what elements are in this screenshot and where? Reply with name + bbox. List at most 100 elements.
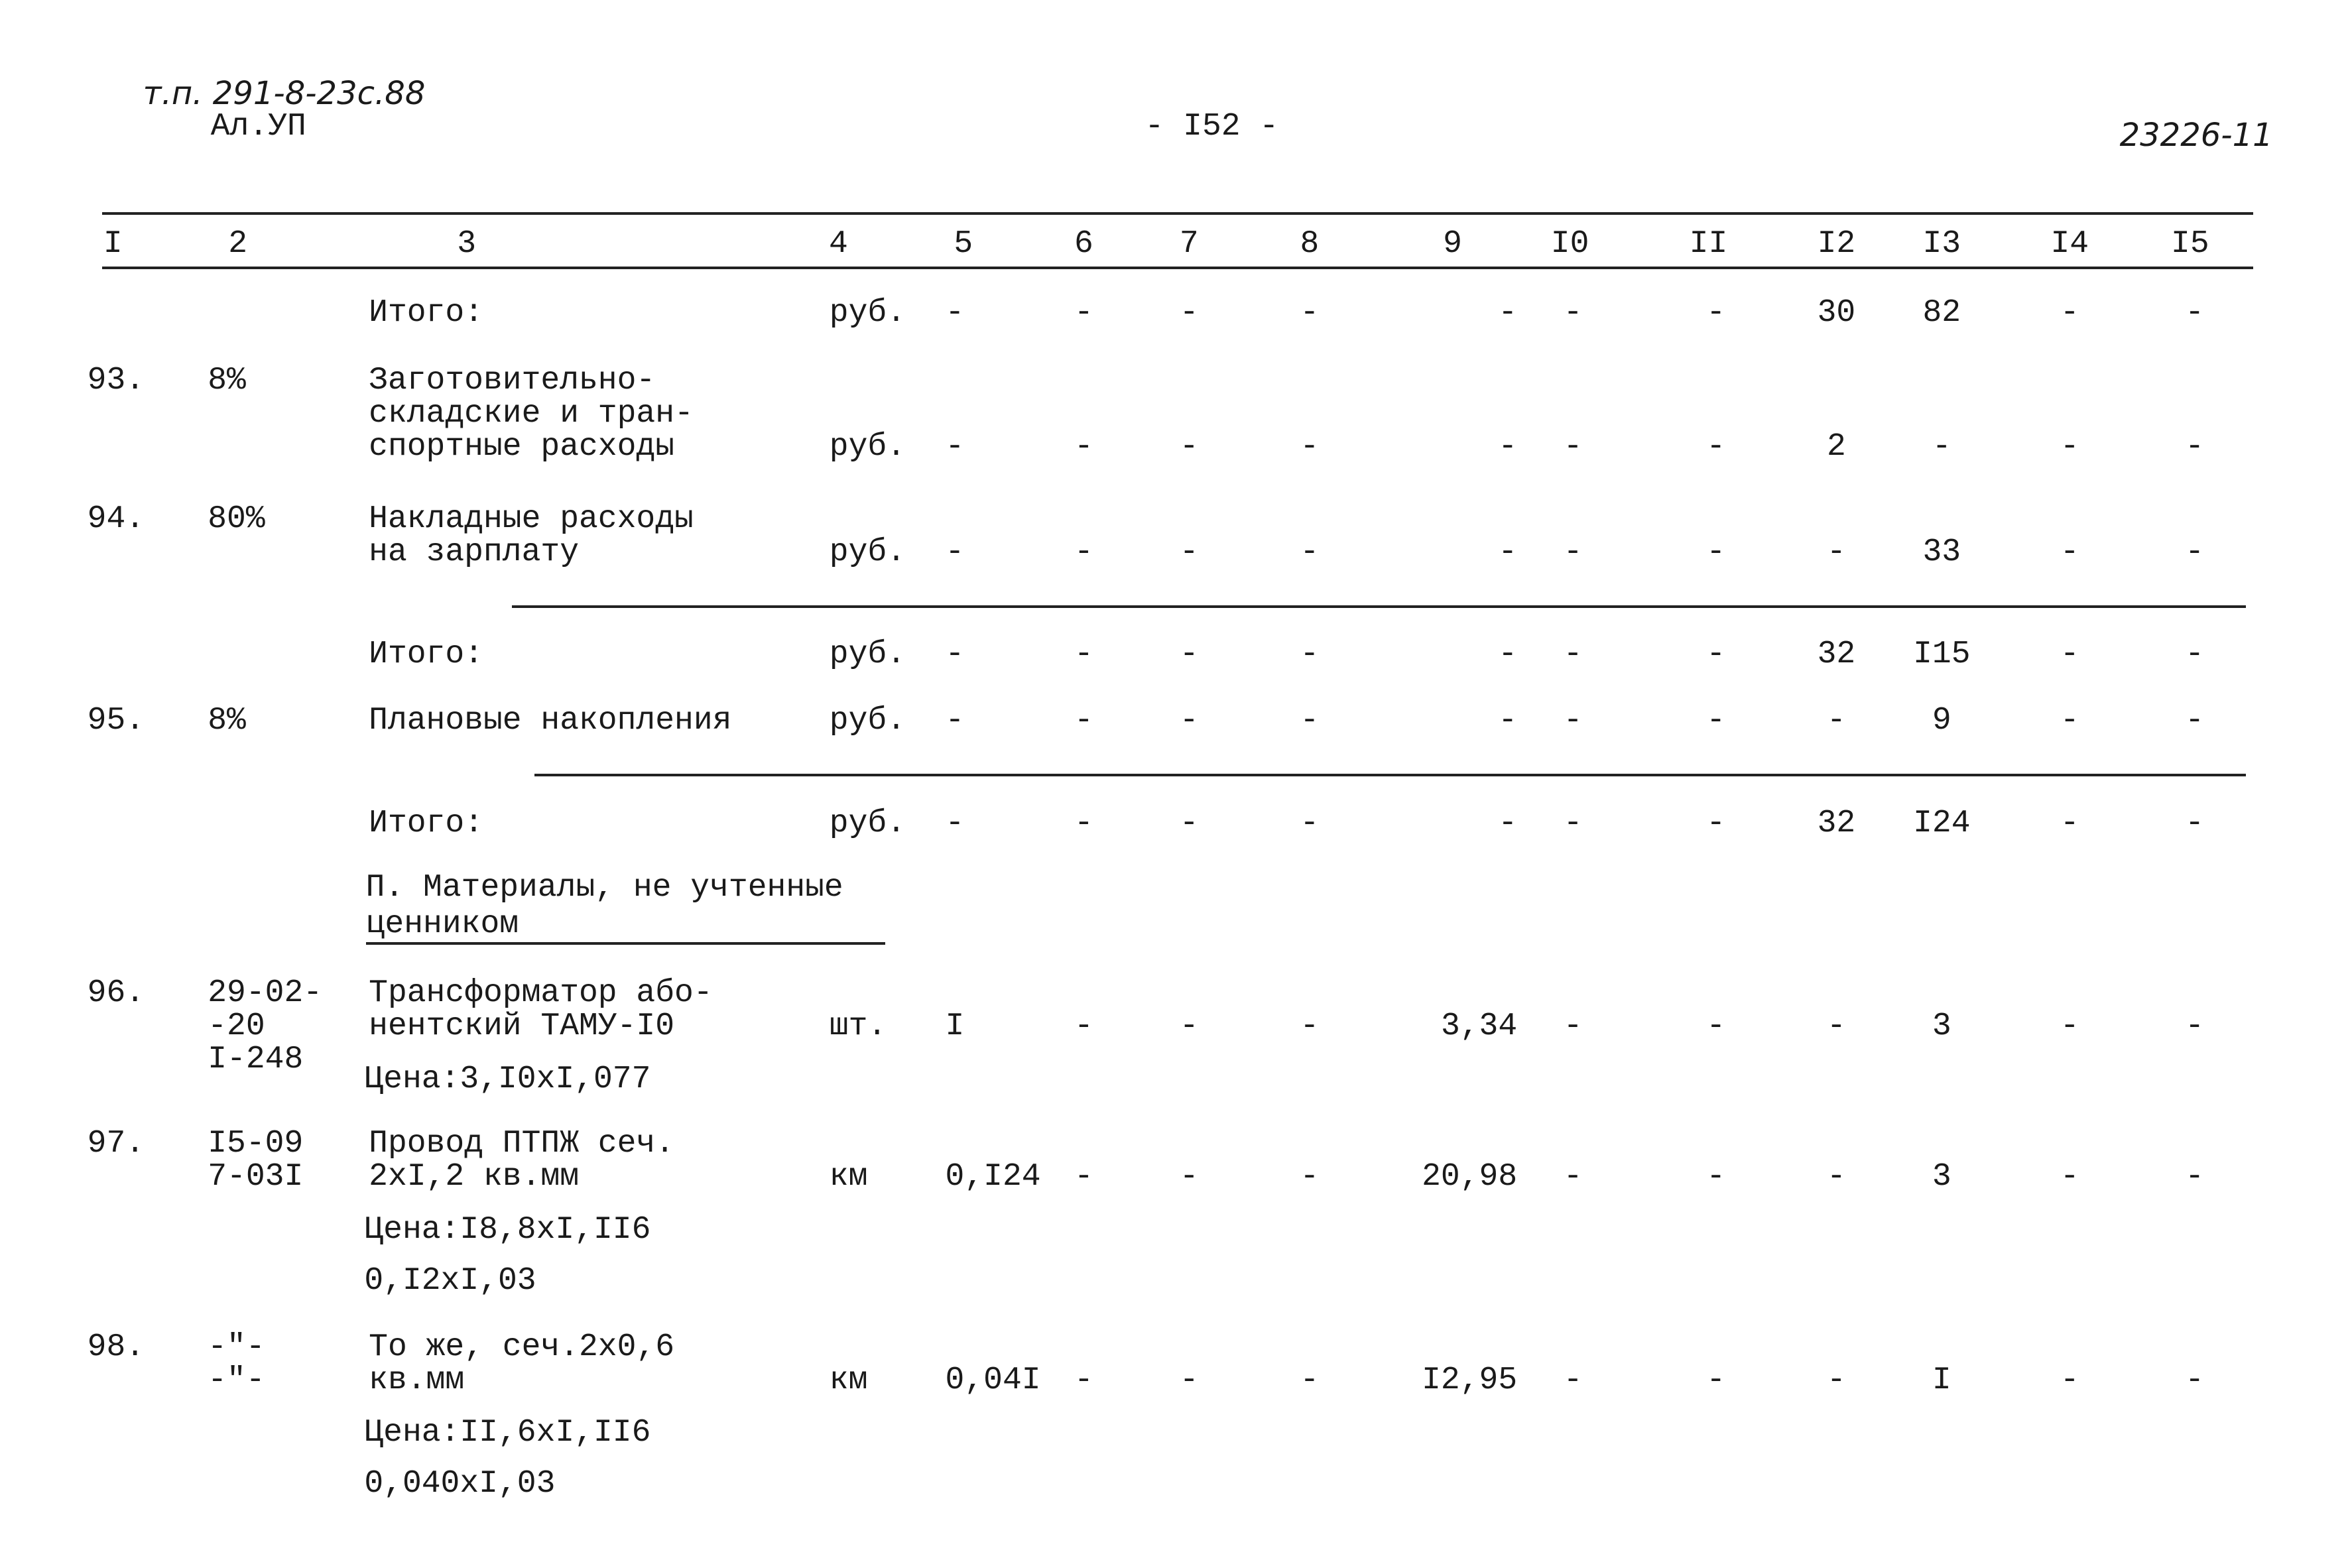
column-header: 3: [457, 225, 477, 262]
cell: -: [1563, 703, 1583, 739]
cell: -: [1563, 1008, 1583, 1045]
cell: -: [2060, 295, 2079, 332]
column-header: II: [1689, 225, 1728, 262]
rule: [102, 266, 2254, 269]
album: Ал.УП: [210, 108, 306, 145]
unit: руб.: [829, 805, 906, 841]
cell: -: [1179, 295, 1199, 332]
cell: -: [1498, 805, 1518, 841]
cell: -: [945, 295, 965, 332]
cell: -: [2185, 805, 2205, 841]
rule: [534, 773, 2246, 776]
cell: -: [1706, 534, 1726, 571]
cell: -: [1074, 534, 1093, 571]
column-header: I4: [2050, 225, 2089, 262]
code: I-248: [208, 1042, 304, 1078]
cell: -: [2185, 1362, 2205, 1398]
cell: -: [2185, 429, 2205, 465]
item-name: Провод ПТПЖ сеч.: [369, 1126, 675, 1162]
cell: -: [1826, 534, 1846, 571]
cell: -: [1179, 534, 1199, 571]
cell: 0,I24: [945, 1159, 1041, 1195]
column-header: I: [103, 225, 123, 262]
cell: -: [1706, 703, 1726, 739]
cell: -: [945, 636, 965, 673]
row-number: 97.: [87, 1126, 145, 1162]
unit: шт.: [829, 1008, 887, 1045]
cell: -: [1706, 636, 1726, 673]
cell: -: [2060, 703, 2079, 739]
cell: -: [1179, 636, 1199, 673]
column-header: 9: [1443, 225, 1462, 262]
cell: -: [1074, 703, 1093, 739]
rule: [511, 605, 2246, 608]
cell: -: [2185, 636, 2205, 673]
cell: -: [2185, 703, 2205, 739]
cell: -: [1074, 1159, 1093, 1195]
unit: км: [829, 1159, 868, 1195]
row-number: 93.: [87, 363, 145, 399]
cell: -: [2060, 636, 2079, 673]
column-header: I5: [2171, 225, 2209, 262]
page-number: - I52 -: [1144, 108, 1279, 145]
item-name: складские и тран-: [369, 396, 694, 432]
cell: I2,95: [1422, 1362, 1518, 1398]
code: 7-03I: [208, 1159, 304, 1195]
item-name: спортные расходы: [369, 429, 675, 465]
rule: [365, 942, 885, 945]
code: 29-02-: [208, 975, 323, 1012]
item-name: Итого:: [369, 636, 483, 673]
row-number: 98.: [87, 1329, 145, 1365]
cell: -: [1179, 1159, 1199, 1195]
cell: -: [1179, 805, 1199, 841]
cell: 3: [1932, 1008, 1951, 1045]
cell: 20,98: [1422, 1159, 1518, 1195]
item-name: кв.мм: [369, 1362, 465, 1398]
cell: -: [1300, 636, 1320, 673]
cell: 3,34: [1440, 1008, 1518, 1045]
archive-number: 23226-11: [2119, 117, 2273, 154]
cell: -: [1074, 1008, 1093, 1045]
cell: -: [2185, 1159, 2205, 1195]
cell: I: [945, 1008, 965, 1045]
cell: -: [1563, 429, 1583, 465]
item-name: нентский ТАМУ-I0: [369, 1008, 675, 1045]
code: -"-: [208, 1329, 265, 1365]
rule: [102, 212, 2254, 215]
column-header: 2: [228, 225, 248, 262]
cell: -: [2185, 1008, 2205, 1045]
cell: -: [2060, 1362, 2079, 1398]
column-header: 5: [954, 225, 973, 262]
section-title: П. Материалы, не учтенные: [365, 870, 843, 906]
row-number: 94.: [87, 501, 145, 538]
cell: 30: [1817, 295, 1856, 332]
cell: -: [1826, 1008, 1846, 1045]
code: -"-: [208, 1362, 265, 1398]
cell: -: [1179, 1362, 1199, 1398]
price-note: Цена:II,6хI,II6: [364, 1415, 651, 1451]
price-note: 0,I2хI,03: [364, 1262, 536, 1299]
cell: -: [1826, 703, 1846, 739]
item-name: Трансформатор або-: [369, 975, 713, 1012]
cell: -: [1300, 805, 1320, 841]
item-name: Плановые накопления: [369, 703, 732, 739]
price-note: Цена:3,I0хI,077: [364, 1061, 651, 1097]
code: -20: [208, 1008, 265, 1045]
cell: -: [1706, 1159, 1726, 1195]
cell: -: [1706, 1008, 1726, 1045]
cell: -: [1706, 295, 1726, 332]
column-header: I0: [1550, 225, 1589, 262]
price-note: 0,040хI,03: [364, 1466, 556, 1502]
item-name: Итого:: [369, 805, 483, 841]
cell: -: [1300, 295, 1320, 332]
cell: -: [1179, 703, 1199, 739]
unit: руб.: [829, 295, 906, 332]
cell: -: [945, 429, 965, 465]
cell: -: [1826, 1159, 1846, 1195]
row-number: 95.: [87, 703, 145, 739]
cell: -: [2060, 1159, 2079, 1195]
unit: руб.: [829, 429, 906, 465]
section-title: ценником: [365, 906, 519, 942]
cell: -: [1074, 295, 1093, 332]
